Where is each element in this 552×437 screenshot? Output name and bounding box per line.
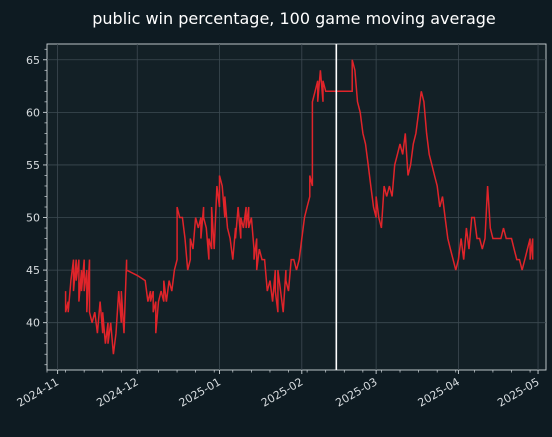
- x-axis: 2024-11 2024-12 2025-01 2025-02 2025-03 2025-…: [15, 370, 542, 410]
- x-tick-label-3: 2025-02: [259, 375, 305, 409]
- y-axis: 40 45 50 55 60 65: [26, 54, 47, 330]
- y-tick-label-3: 55: [26, 159, 40, 172]
- minor-ticks: [44, 48, 531, 373]
- x-tick-label-1: 2024-12: [94, 375, 140, 409]
- x-tick-label-6: 2025-05: [495, 375, 541, 409]
- y-tick-label-5: 65: [26, 54, 40, 67]
- y-tick-label-4: 60: [26, 106, 40, 119]
- x-tick-label-0: 2024-11: [15, 375, 61, 409]
- series-line: [64, 59, 534, 355]
- x-tick-label-2: 2025-01: [177, 375, 223, 409]
- chart-title: public win percentage, 100 game moving a…: [92, 9, 496, 28]
- x-tick-label-4: 2025-03: [333, 375, 379, 409]
- y-tick-label-2: 50: [26, 212, 40, 225]
- plot-area: [46, 43, 547, 371]
- x-tick-label-5: 2025-04: [416, 375, 462, 409]
- y-tick-label-1: 45: [26, 264, 40, 277]
- y-tick-label-0: 40: [26, 317, 40, 330]
